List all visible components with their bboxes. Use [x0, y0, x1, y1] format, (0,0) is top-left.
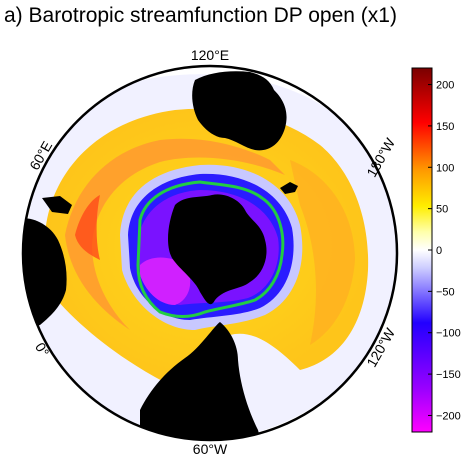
colorbar-tick-label: 100 [436, 162, 454, 174]
positive-east-lobe [290, 160, 355, 345]
negative-magenta-patch [140, 257, 191, 305]
page-title: a) Barotropic streamfunction DP open (x1… [4, 4, 397, 27]
colorbar-tick-label: −150 [436, 369, 461, 381]
zero-contour-line [136, 180, 285, 318]
colorbar-tick-label: −50 [436, 286, 455, 298]
colorbar-tick-label: −200 [436, 410, 461, 422]
south-america-landmass [140, 322, 262, 440]
madagascar-landmass [42, 196, 72, 214]
lon-label-120e: 120°E [191, 47, 229, 63]
australia-landmass [192, 71, 287, 151]
new-zealand-landmass [280, 182, 298, 194]
colorbar-tick-label: 0 [436, 245, 442, 257]
colorbar: 200 150 100 50 0 −50 −100 −150 −200 [411, 67, 461, 433]
lon-label-60w: 60°W [193, 441, 228, 457]
streamfunction-field [23, 66, 397, 440]
colorbar-tick-label: 200 [436, 80, 454, 92]
positive-orange-band [65, 138, 285, 330]
antarctica-landmass [168, 194, 267, 305]
positive-red-patch [75, 195, 100, 260]
colorbar-tick-label: 150 [436, 121, 454, 133]
colorbar-tick-label: 50 [436, 204, 448, 216]
colorbar-ticks: 200 150 100 50 0 −50 −100 −150 −200 [428, 80, 461, 422]
map-frame [21, 64, 399, 442]
colorbar-tick-label: −100 [436, 328, 461, 340]
africa-landmass [23, 218, 67, 330]
